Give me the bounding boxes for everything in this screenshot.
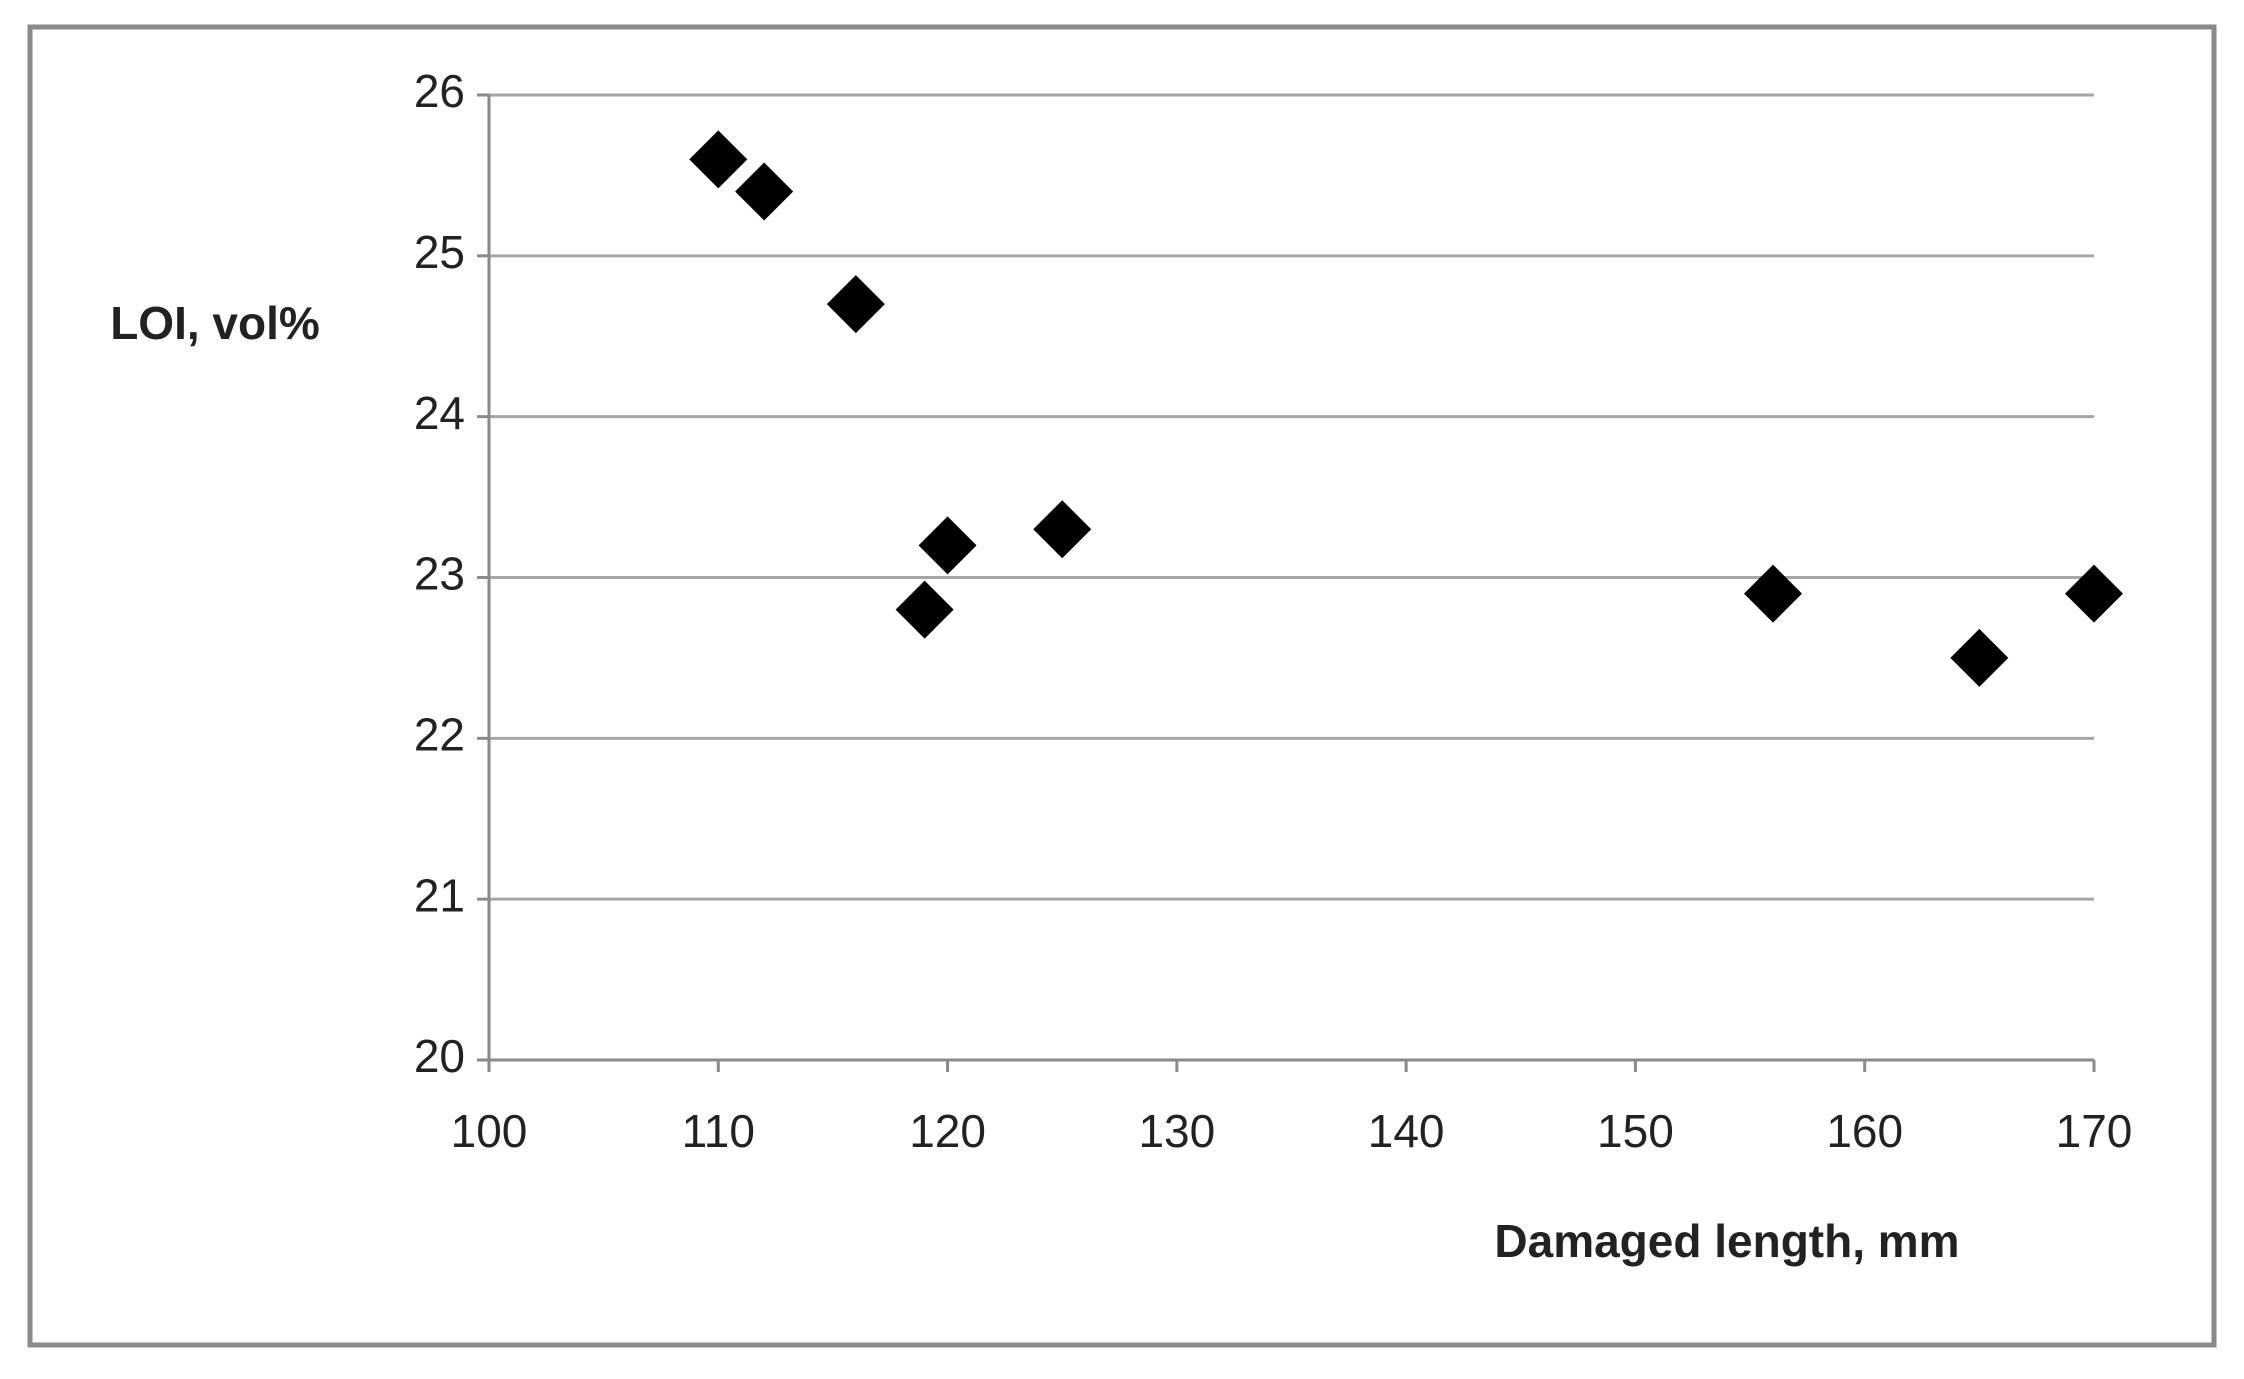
x-tick-label: 160	[1826, 1105, 1903, 1157]
marker	[2065, 564, 2123, 623]
y-tick-label: 23	[414, 548, 465, 600]
y-tick-label: 25	[414, 226, 465, 278]
y-tick-label: 26	[414, 65, 465, 117]
marker	[735, 162, 794, 221]
marker	[895, 580, 954, 639]
x-axis-title: Damaged length, mm	[1494, 1215, 1959, 1267]
y-tick-label: 22	[414, 708, 465, 760]
y-tick-label: 21	[414, 869, 465, 921]
marker	[918, 516, 977, 575]
x-tick-label: 140	[1368, 1105, 1445, 1157]
y-axis-title: LOI, vol%	[110, 297, 320, 349]
marker	[1033, 500, 1092, 559]
x-tick-label: 130	[1138, 1105, 1215, 1157]
x-tick-label: 120	[909, 1105, 986, 1157]
y-tick-label: 20	[414, 1030, 465, 1082]
marker	[826, 275, 885, 334]
x-tick-label: 110	[682, 1105, 755, 1157]
x-tick-label: 150	[1597, 1105, 1674, 1157]
marker	[1950, 628, 2009, 687]
x-tick-label: 100	[451, 1105, 528, 1157]
x-tick-label: 170	[2056, 1105, 2133, 1157]
y-tick-label: 24	[414, 387, 465, 439]
chart-frame	[27, 24, 2217, 1348]
marker	[689, 130, 748, 189]
marker	[1744, 564, 1802, 623]
